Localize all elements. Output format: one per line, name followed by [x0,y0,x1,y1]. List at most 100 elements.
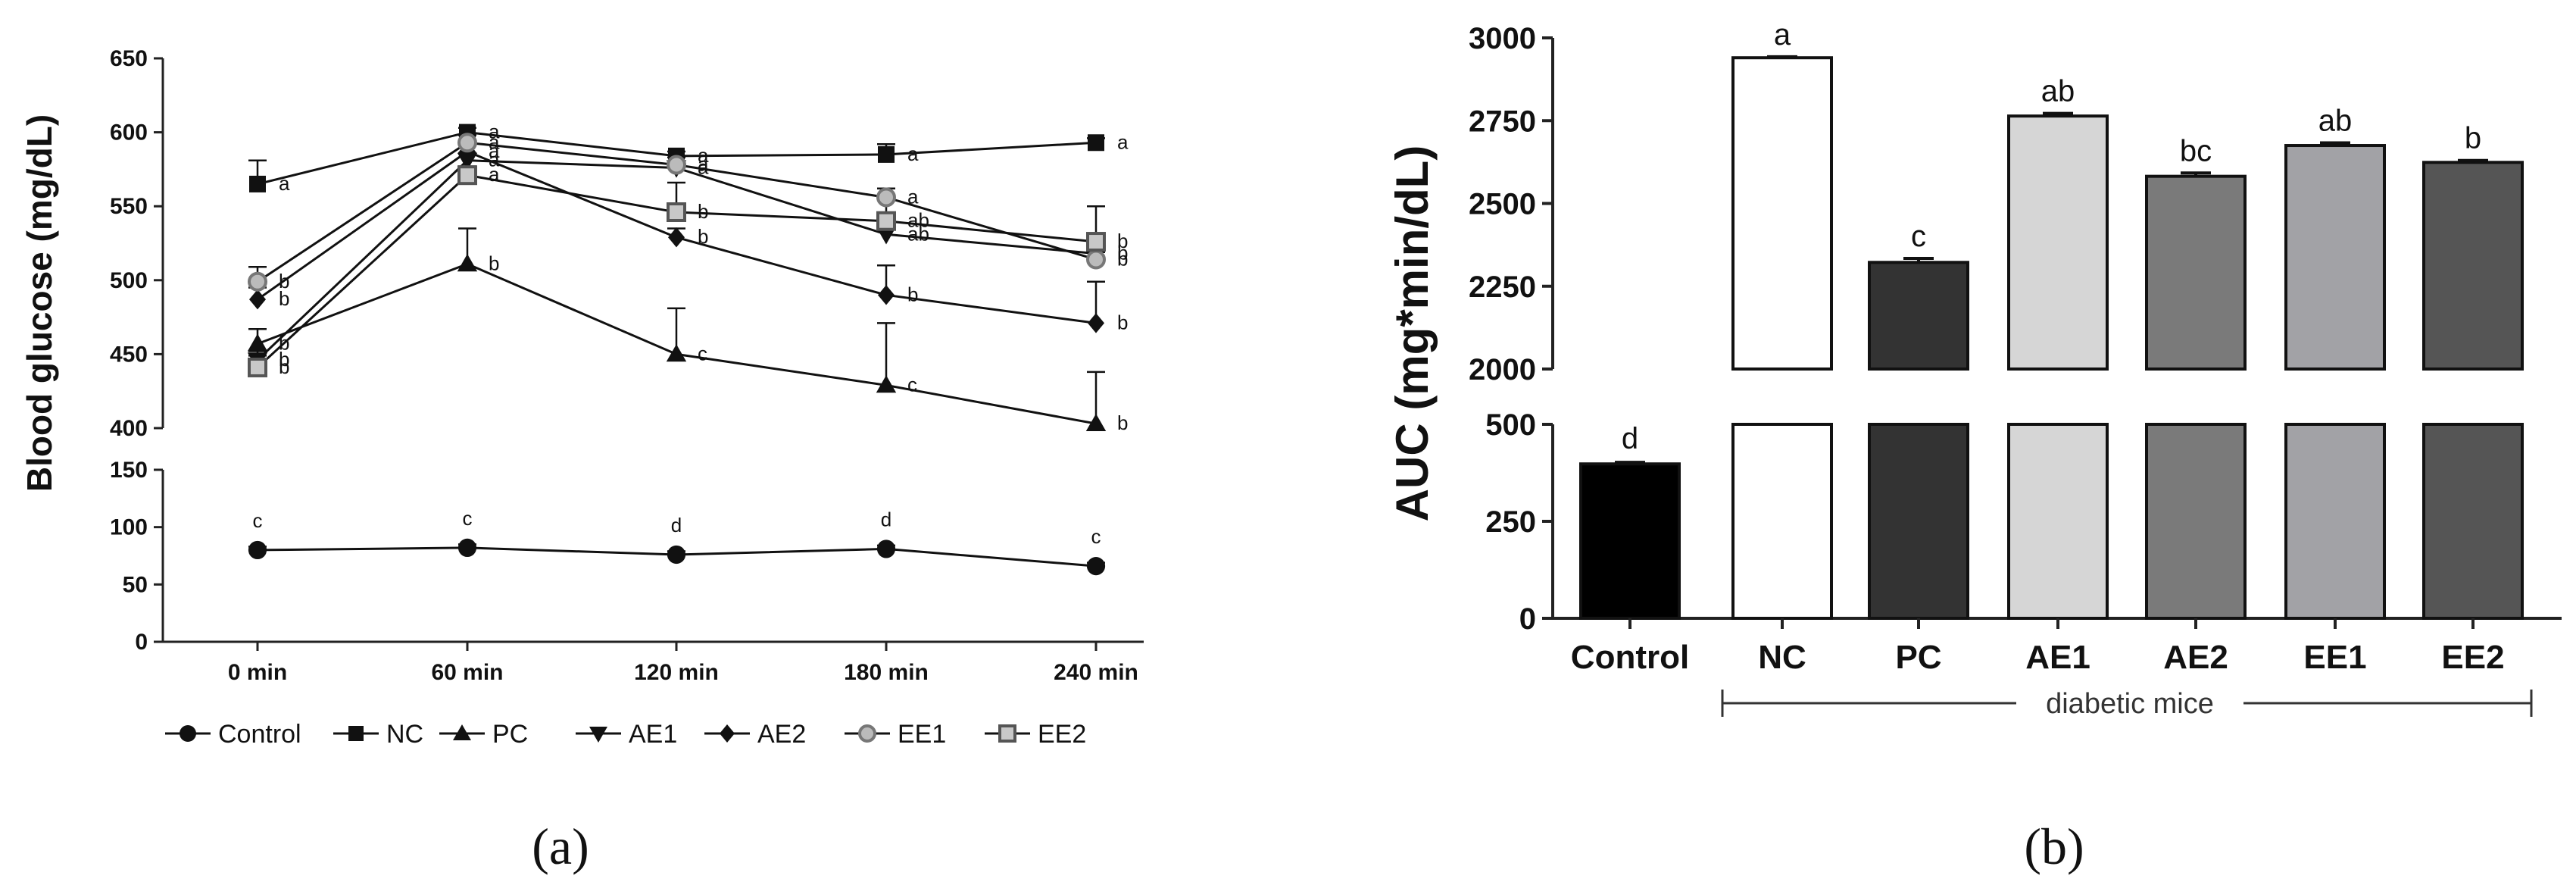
data-point-nc [249,175,266,192]
data-point-ee1 [667,155,686,175]
bar-chart-panel-b: 0 250 500 2000 2250 2500 2750 3000 AUC (mg*min/d… [1387,18,2562,720]
legend-label: NC [386,720,423,749]
y-tick-label: 650 [110,46,148,71]
data-point-ee2 [457,165,477,186]
bar-lower-ae1 [2007,423,2109,620]
bar-lower-pc [1868,423,1969,620]
bracket-label: diabetic mice [2046,688,2214,720]
significance-letter: d [671,514,682,536]
significance-letter: a [489,149,500,171]
y-tick-label: 3000 [1469,22,1536,55]
data-point-ee1 [1086,249,1106,270]
significance-letter: b [279,270,289,292]
bar-ee1 [2284,144,2386,371]
data-point-pc [666,344,687,362]
significance-letter: a [489,120,500,143]
y-tick-label: 150 [110,458,148,483]
y-tick-label: 500 [110,268,148,293]
legend-label: PC [492,720,528,749]
legend-marker [858,724,876,743]
bar-ae1 [2007,114,2109,371]
bar-group-ee2: b [2422,122,2524,620]
significance-letter: a [1774,18,1791,52]
legend-marker [998,724,1016,743]
y-tick-label: 600 [110,120,148,145]
significance-letter: ab [2041,75,2075,108]
bar-group-pc: c [1868,220,1969,620]
significance-letter: b [1117,247,1128,270]
legend-item-ee2: EE2 [985,720,1086,749]
legend-marker [348,726,364,741]
significance-letter: a [698,153,709,176]
bar-ee2 [2422,161,2524,371]
significance-letter: c [1911,220,1926,253]
bar-nc [1731,56,1833,371]
legend-marker [453,724,471,740]
data-point-ae1 [457,152,478,170]
y-tick-label: 450 [110,342,148,367]
significance-letter: c [253,509,263,532]
bar-lower-ae2 [2145,423,2247,620]
significance-letter: b [489,252,499,274]
legend-item-ae2: AE2 [704,720,806,749]
y-tick-label: 2250 [1469,271,1536,304]
x-tick-label: 60 min [431,660,503,685]
panel-a-label: (a) [532,818,589,875]
bar-group-control: d [1579,422,1681,620]
bar-lower-ee2 [2422,423,2524,620]
bar-pc [1868,261,1969,371]
data-point-ae2 [878,285,895,305]
x-tick-label: 240 min [1054,660,1138,685]
data-point-pc [247,333,268,352]
significance-letter: b [1117,230,1128,252]
bar-group-ae2: bc [2145,134,2247,620]
significance-letter: a [279,172,290,195]
significance-letter: a [1117,130,1129,153]
significance-letter: bc [2180,134,2212,167]
significance-letter: a [489,139,500,162]
bar-lower-ee1 [2284,423,2386,620]
x-tick-label: AE2 [2163,639,2228,676]
legend-label: Control [218,720,301,749]
legend-label: EE1 [898,720,946,749]
legend-item-control: Control [165,720,301,749]
y-axis-title: AUC (mg*min/dL) [1387,145,1438,522]
bar-group-ee1: ab [2284,105,2386,620]
y-tick-label: 2000 [1469,353,1536,386]
data-point-nc [878,145,895,163]
x-tick-label: AE1 [2025,639,2090,676]
data-point-control [457,538,477,558]
y-tick-label: 0 [1519,602,1536,636]
data-point-ae2 [249,289,266,310]
data-point-ae2 [668,227,685,248]
significance-letter: ab [907,222,929,245]
data-point-ee1 [876,187,896,208]
data-point-ee1 [248,271,267,292]
x-tick-label: NC [1758,639,1806,676]
significance-letter: b [1117,411,1128,434]
data-point-ee2 [248,357,267,377]
legend-marker [180,725,196,742]
x-tick-label: PC [1895,639,1941,676]
legend-item-nc: NC [333,720,423,749]
significance-letter: c [907,373,917,396]
bar-group-nc: a [1731,18,1833,620]
significance-letter: c [698,342,707,364]
significance-letter: a [698,155,709,178]
data-point-pc [876,375,897,393]
significance-letter: b [698,200,708,223]
y-axis-title: Blood glucose (mg/dL) [20,114,59,492]
x-tick-label: 0 min [228,660,287,685]
line-chart-panel-a: 0 50 100 150 400 450 500 550 600 650 0 min 60 min 12… [20,46,1144,749]
x-tick-label: Control [1571,639,1689,676]
significance-letter: b [279,355,289,378]
bar-control [1579,462,1681,620]
legend-marker [720,724,735,743]
x-tick-label: 120 min [634,660,719,685]
significance-letter: b [279,287,289,310]
y-tick-label: 550 [110,194,148,219]
legend-item-ae1: AE1 [576,720,677,749]
significance-letter: a [489,163,500,186]
significance-letter: c [463,507,473,530]
